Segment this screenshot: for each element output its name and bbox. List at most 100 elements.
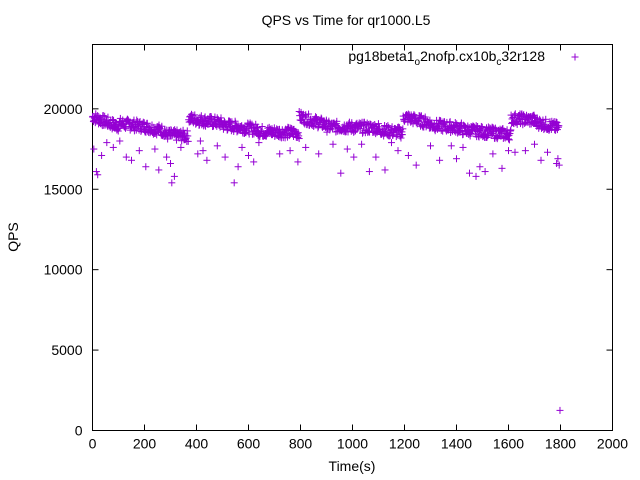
data-point xyxy=(555,122,563,130)
data-point xyxy=(158,122,166,130)
data-point xyxy=(199,147,207,155)
data-point xyxy=(544,148,551,156)
x-tick-label: 600 xyxy=(237,436,261,452)
chart-title: QPS vs Time for qr1000.L5 xyxy=(262,12,431,28)
data-point xyxy=(295,135,303,143)
x-axis: 0 200 400 600 800 1000 1200 1400 1600 1800 2000 xyxy=(89,44,628,452)
data-point xyxy=(90,145,98,153)
y-axis-label: QPS xyxy=(5,222,21,252)
y-tick-label: 10000 xyxy=(44,262,83,278)
data-point xyxy=(329,140,337,148)
data-point xyxy=(228,118,236,126)
data-point xyxy=(135,147,143,155)
data-point xyxy=(302,143,310,151)
data-point xyxy=(109,116,117,124)
x-tick-label: 1400 xyxy=(441,436,472,452)
data-point xyxy=(333,117,341,125)
x-tick-label: 1800 xyxy=(545,436,576,452)
data-point xyxy=(505,147,512,155)
legend-marker xyxy=(571,53,579,61)
x-tick-label: 400 xyxy=(185,436,209,452)
legend: pg18beta1o2nofp.cx10bc32r128 xyxy=(348,48,579,68)
data-point xyxy=(481,168,489,176)
data-point xyxy=(451,119,459,127)
data-point xyxy=(258,122,266,130)
data-point xyxy=(221,153,229,161)
x-tick-label: 1600 xyxy=(493,436,524,452)
data-point xyxy=(163,153,171,161)
data-point xyxy=(350,153,358,161)
plot-frame xyxy=(92,44,613,431)
data-point xyxy=(466,169,473,177)
data-point xyxy=(496,131,504,139)
data-point xyxy=(446,118,454,126)
data-point xyxy=(552,118,560,126)
x-tick-label: 2000 xyxy=(597,436,628,452)
data-point xyxy=(254,123,262,131)
data-point xyxy=(151,145,159,153)
data-point xyxy=(555,161,563,169)
data-point xyxy=(388,139,395,147)
data-point xyxy=(245,151,252,159)
y-axis: 0 5000 10000 15000 20000 xyxy=(44,101,613,439)
y-tick-label: 5000 xyxy=(51,342,82,358)
data-point xyxy=(315,150,323,158)
data-point xyxy=(109,143,117,151)
data-point xyxy=(294,158,302,166)
data-point xyxy=(170,172,178,180)
y-tick-label: 15000 xyxy=(44,181,83,197)
data-point xyxy=(404,151,412,159)
y-tick-label: 20000 xyxy=(44,101,83,117)
data-point xyxy=(286,147,294,155)
data-point xyxy=(542,115,550,123)
data-point xyxy=(332,128,340,136)
data-point xyxy=(122,153,130,161)
data-point xyxy=(213,142,221,150)
data-point xyxy=(164,135,172,143)
data-point xyxy=(489,150,497,158)
data-point xyxy=(399,125,407,133)
data-point xyxy=(358,140,366,148)
x-tick-label: 800 xyxy=(289,436,313,452)
x-tick-label: 0 xyxy=(89,436,97,452)
data-point xyxy=(437,126,445,134)
data-point xyxy=(507,126,515,134)
data-point xyxy=(276,150,284,158)
data-point xyxy=(128,156,135,164)
data-point xyxy=(459,143,467,151)
data-point xyxy=(476,163,484,171)
data-point xyxy=(472,172,480,180)
data-point xyxy=(194,150,202,158)
data-point xyxy=(505,136,513,144)
data-point xyxy=(94,171,102,179)
data-point xyxy=(343,145,351,153)
data-point xyxy=(531,140,538,148)
data-point xyxy=(234,163,242,171)
data-point xyxy=(142,163,150,171)
data-point xyxy=(394,147,402,155)
data-point xyxy=(556,406,564,414)
data-point xyxy=(472,122,480,130)
data-point xyxy=(381,166,389,174)
data-point xyxy=(427,142,434,150)
data-point xyxy=(447,142,455,150)
legend-label: pg18beta1o2nofp.cx10bc32r128 xyxy=(348,48,545,68)
data-point xyxy=(155,166,163,174)
data-point xyxy=(384,122,392,130)
data-point xyxy=(238,143,246,151)
data-point xyxy=(101,112,109,120)
data-point xyxy=(250,158,258,166)
data-point xyxy=(139,118,147,126)
data-point xyxy=(412,161,420,169)
x-tick-label: 200 xyxy=(133,436,157,452)
data-point xyxy=(365,168,373,176)
data-point xyxy=(255,139,263,147)
data-point xyxy=(116,137,124,145)
data-point xyxy=(203,156,211,164)
data-point xyxy=(184,137,192,145)
data-point xyxy=(410,111,418,119)
data-point xyxy=(177,143,185,151)
data-point xyxy=(168,179,176,187)
x-axis-label: Time(s) xyxy=(329,458,376,474)
